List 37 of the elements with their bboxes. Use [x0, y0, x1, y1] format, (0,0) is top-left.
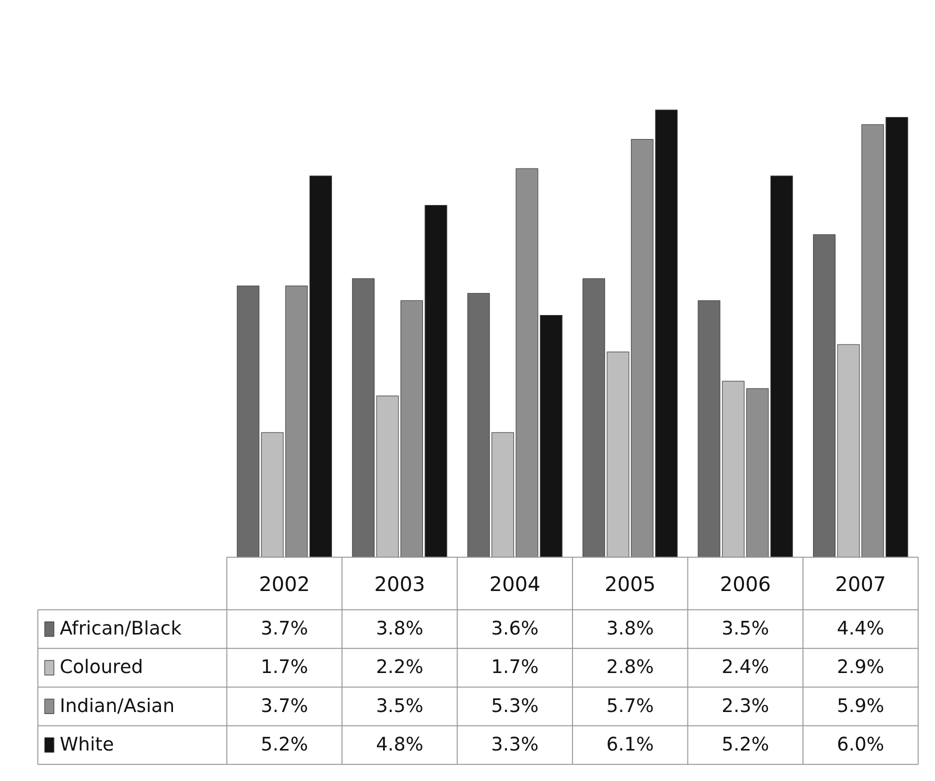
data-label: 1.7% [491, 657, 539, 678]
x-tick-label: 2003 [374, 572, 426, 596]
data-label: 3.3% [491, 734, 539, 756]
data-label: 3.8% [376, 618, 424, 640]
data-label: 3.8% [606, 618, 654, 640]
data-label: 1.7% [260, 657, 308, 678]
bar [352, 278, 375, 558]
x-tick-label: 2005 [604, 572, 656, 596]
x-tick-label: 2002 [258, 572, 310, 596]
bar [540, 314, 562, 558]
data-label: 6.1% [606, 734, 654, 756]
legend-label: Coloured [60, 657, 144, 678]
legend-label: White [60, 734, 114, 756]
x-tick-label: 2004 [489, 572, 540, 596]
data-label: 2.3% [722, 696, 770, 717]
data-label: 3.5% [722, 618, 770, 640]
data-label: 2.8% [606, 657, 654, 678]
data-label: 5.3% [491, 696, 539, 717]
data-label: 3.6% [491, 618, 539, 640]
data-label: 3.5% [376, 696, 424, 717]
data-label: 4.8% [376, 734, 424, 756]
data-label: 2.4% [722, 657, 770, 678]
data-label: 5.9% [836, 696, 884, 717]
data-label: 5.2% [722, 734, 770, 756]
x-tick-label: 2006 [720, 572, 771, 596]
data-label: 3.7% [260, 618, 308, 640]
legend-label: African/Black [60, 618, 182, 640]
x-tick-label: 2007 [835, 572, 886, 596]
data-label: 4.4% [836, 618, 884, 640]
data-label: 2.9% [836, 657, 884, 678]
data-label: 3.7% [260, 696, 308, 717]
data-label: 5.2% [260, 734, 308, 756]
bar [770, 176, 793, 558]
data-label: 6.0% [836, 734, 884, 756]
data-label: 2.2% [376, 657, 424, 678]
data-label: 5.7% [606, 696, 654, 717]
legend-label: Indian/Asian [60, 696, 175, 717]
